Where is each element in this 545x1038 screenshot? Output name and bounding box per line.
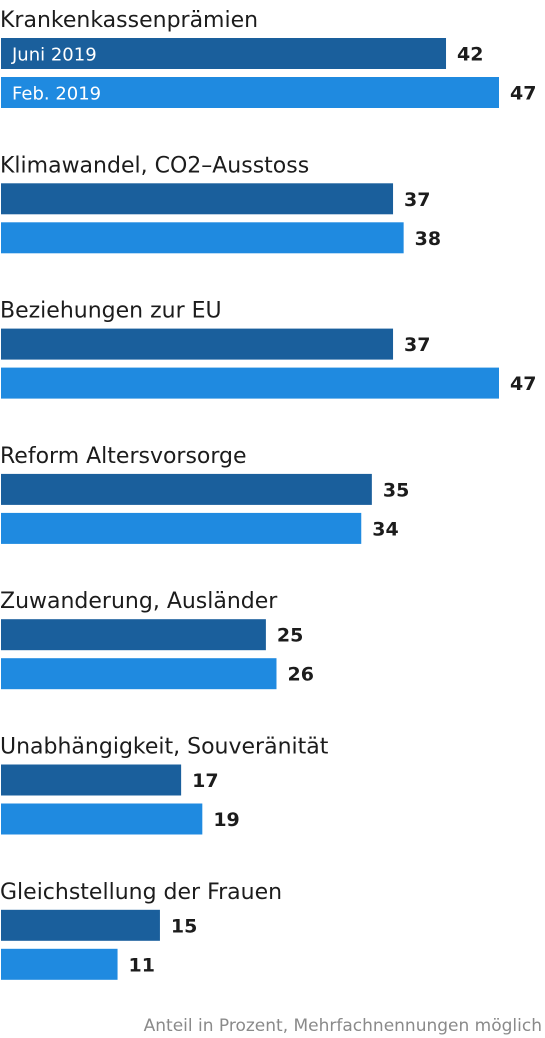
category-label: Klimawandel, CO2–Ausstoss <box>0 153 309 178</box>
value-label: 38 <box>415 228 441 250</box>
bar-group: Krankenkassenprämien 42 Juni 2019 47 Feb. 20… <box>0 8 536 108</box>
value-label: 11 <box>129 954 155 976</box>
category-label: Gleichstellung der Frauen <box>0 880 282 905</box>
bar <box>1 658 277 690</box>
bar <box>1 367 499 399</box>
chart-footnote: Anteil in Prozent, Mehrfachnennungen mög… <box>144 1016 542 1036</box>
bar <box>1 328 394 360</box>
bar-group: Beziehungen zur EU 37 47 <box>0 299 536 399</box>
category-label: Unabhängigkeit, Souveränität <box>0 735 329 760</box>
value-label: 35 <box>383 479 409 501</box>
bar <box>1 222 404 254</box>
value-label: 37 <box>404 334 430 356</box>
value-label: 15 <box>171 915 197 937</box>
value-label: 47 <box>510 373 536 395</box>
value-label: 25 <box>277 625 303 647</box>
bar-group: Zuwanderung, Ausländer 25 26 <box>0 589 314 690</box>
bar-group: Gleichstellung der Frauen 15 11 <box>0 880 282 980</box>
bar <box>1 473 372 505</box>
category-label: Krankenkassenprämien <box>0 8 258 33</box>
bar <box>1 512 362 544</box>
bar-group: Reform Altersvorsorge 35 34 <box>0 444 409 544</box>
category-label: Beziehungen zur EU <box>0 299 222 324</box>
bar <box>1 803 203 835</box>
value-label: 42 <box>457 44 483 66</box>
bar-group: Klimawandel, CO2–Ausstoss 37 38 <box>0 153 441 254</box>
legend-label: Juni 2019 <box>11 45 97 66</box>
bar <box>1 619 266 651</box>
legend-label: Feb. 2019 <box>12 84 101 105</box>
bar <box>1 183 394 215</box>
category-label: Zuwanderung, Ausländer <box>0 589 278 614</box>
value-label: 26 <box>287 664 313 686</box>
category-label: Reform Altersvorsorge <box>0 444 247 469</box>
bar <box>1 764 182 796</box>
value-label: 34 <box>372 518 398 540</box>
bar <box>1 77 499 108</box>
bar <box>1 948 118 980</box>
bar <box>1 38 447 69</box>
value-label: 47 <box>510 83 536 105</box>
value-label: 19 <box>213 809 239 831</box>
bar <box>1 909 160 941</box>
bar-group: Unabhängigkeit, Souveränität 17 19 <box>0 735 329 835</box>
value-label: 37 <box>404 189 430 211</box>
value-label: 17 <box>192 770 218 792</box>
chart-groups: Krankenkassenprämien 42 Juni 2019 47 Feb. 20… <box>0 8 536 980</box>
